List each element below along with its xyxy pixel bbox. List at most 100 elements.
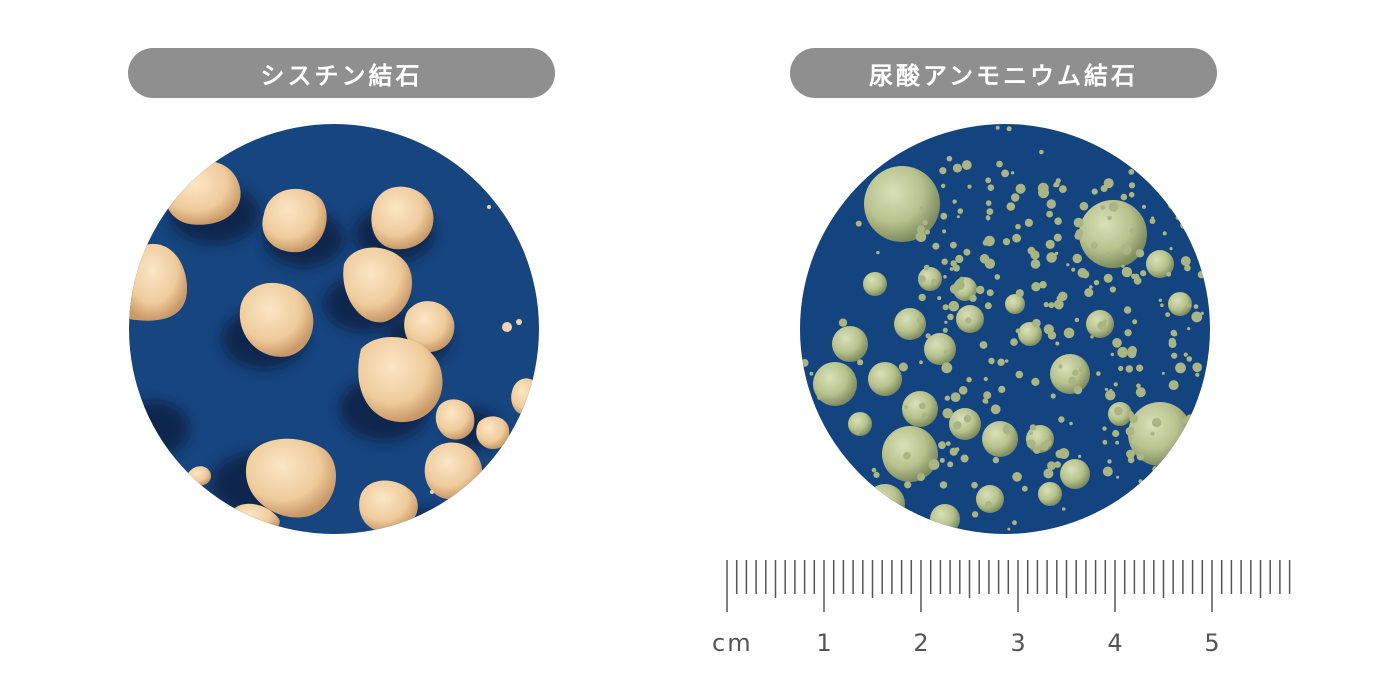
pebble	[1091, 188, 1098, 195]
pebble	[982, 239, 989, 246]
pebble	[985, 200, 992, 206]
pebble	[985, 177, 992, 184]
ruler-label-5: 5	[1204, 629, 1219, 657]
pebble	[1108, 201, 1119, 212]
pebble	[916, 316, 924, 324]
pebble	[937, 296, 942, 301]
pebble	[1012, 472, 1022, 482]
pebble	[855, 220, 862, 227]
pebble	[1132, 319, 1138, 325]
pebble	[1150, 431, 1155, 436]
pebble	[1169, 247, 1173, 251]
pebble	[922, 219, 928, 226]
pebble	[1136, 453, 1145, 461]
pebble	[1047, 439, 1051, 443]
pebble	[1079, 366, 1086, 373]
pebble	[1128, 182, 1136, 189]
pebble	[971, 481, 978, 489]
ruler-label-4: 4	[1107, 629, 1122, 657]
pebble	[876, 250, 880, 255]
pebble	[925, 333, 931, 339]
pebble	[1191, 311, 1203, 323]
pebble	[1120, 193, 1128, 201]
pebble	[1045, 239, 1055, 249]
pebble	[996, 160, 1003, 168]
pebble	[949, 267, 954, 271]
pebble	[1128, 191, 1135, 198]
pebble	[954, 279, 965, 291]
pebble	[1015, 289, 1024, 298]
pebble	[1109, 286, 1116, 293]
pebble	[957, 208, 964, 214]
pebble	[1183, 161, 1189, 168]
pebble	[1162, 231, 1167, 236]
pebble	[1175, 215, 1180, 220]
pebble	[1002, 423, 1014, 435]
pebble	[838, 318, 848, 327]
pebble	[1140, 270, 1147, 277]
pebble	[1043, 302, 1049, 308]
ammonium-urate-stones-photo	[800, 124, 1210, 534]
pebble	[1165, 312, 1170, 317]
pebble	[987, 184, 995, 191]
pebble	[940, 212, 948, 220]
pebble	[1195, 372, 1200, 377]
pebble	[1194, 431, 1203, 440]
pebble	[1100, 205, 1106, 210]
pebble	[903, 452, 911, 460]
pebble	[1146, 135, 1150, 139]
pebble	[1105, 390, 1116, 401]
pebble	[1186, 356, 1193, 362]
pebble	[1054, 461, 1061, 468]
pebble	[1190, 218, 1195, 223]
pebble	[947, 313, 954, 321]
pebble	[1175, 514, 1179, 519]
pebble	[944, 395, 950, 401]
pebble	[1010, 171, 1015, 175]
pebble	[1171, 352, 1178, 359]
pebble	[1167, 200, 1177, 210]
pebble	[1039, 149, 1044, 155]
pebble	[931, 278, 938, 286]
pebble	[1066, 263, 1070, 267]
pebble	[1043, 468, 1054, 479]
pebble	[1048, 302, 1055, 309]
pebble	[1072, 369, 1079, 376]
pebble	[997, 358, 1005, 366]
pebble	[941, 258, 948, 265]
pebble	[1118, 365, 1124, 372]
pebble	[952, 163, 962, 173]
pebble	[1015, 223, 1021, 230]
pebble	[1169, 450, 1174, 454]
pebble	[958, 386, 968, 395]
pebble	[1129, 414, 1139, 424]
pebble	[1029, 431, 1033, 435]
pebble	[995, 125, 1000, 130]
pebble	[1096, 371, 1101, 376]
pebble	[919, 402, 926, 410]
pebble	[827, 212, 832, 217]
pebble	[986, 216, 991, 221]
pebble	[806, 261, 810, 266]
pebble	[1074, 317, 1080, 323]
pebble	[1115, 440, 1119, 445]
pebble	[1200, 311, 1204, 315]
pebble	[871, 467, 877, 473]
pebble	[1069, 421, 1073, 426]
pebble	[1054, 217, 1062, 225]
pebble	[837, 497, 847, 506]
pebble	[1117, 346, 1129, 358]
pebble	[1187, 327, 1191, 331]
pebble	[1012, 520, 1017, 526]
pebble	[1012, 233, 1021, 243]
pebble	[1046, 210, 1053, 218]
pebble	[1063, 327, 1075, 339]
pebble	[986, 208, 994, 215]
pebble	[897, 507, 902, 512]
pebble	[800, 359, 809, 367]
pebble	[1116, 475, 1120, 479]
pebble	[1161, 371, 1165, 375]
pebble	[1030, 259, 1041, 269]
pebble	[1103, 273, 1113, 283]
pebble	[982, 398, 988, 404]
